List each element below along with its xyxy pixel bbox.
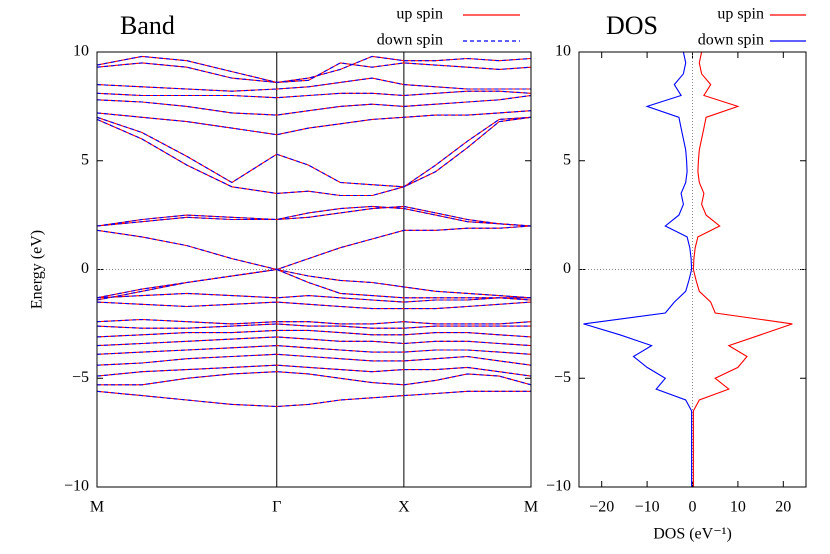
legend-label: down spin <box>377 32 443 49</box>
band-line <box>96 364 532 377</box>
chart-title: Band <box>120 11 175 40</box>
band-line <box>96 205 532 227</box>
band-line <box>96 77 531 92</box>
y-tick-label: −5 <box>72 369 89 386</box>
band-line <box>96 329 532 338</box>
band-line <box>96 110 532 136</box>
band-line <box>96 323 531 329</box>
x-tick-label: M <box>90 499 104 516</box>
band-line <box>96 268 532 301</box>
band-line <box>97 371 532 386</box>
band-line <box>96 318 532 325</box>
band-line <box>96 336 532 347</box>
x-tick-label: 10 <box>730 499 746 516</box>
y-tick-label: 5 <box>563 151 571 168</box>
x-tick-label: M <box>524 499 538 516</box>
x-tick-label: 20 <box>775 499 791 516</box>
legend-label: up spin <box>717 6 764 23</box>
band-line <box>96 205 532 227</box>
dos-line <box>583 51 693 487</box>
band-line <box>96 292 531 303</box>
y-tick-label: 5 <box>81 151 89 168</box>
band-line <box>96 94 532 116</box>
legend-label: up spin <box>396 6 443 23</box>
band-line <box>96 345 532 355</box>
dos-line <box>692 51 793 487</box>
x-axis-label: DOS (eV⁻¹) <box>653 526 732 543</box>
x-tick-label: −10 <box>635 499 660 516</box>
band-line <box>96 116 532 197</box>
chart-title: DOS <box>606 11 658 40</box>
band-line <box>96 268 532 301</box>
band-line <box>96 268 532 299</box>
band-line <box>96 116 532 197</box>
plot-frame <box>96 51 532 488</box>
band-line <box>96 225 532 271</box>
y-tick-label: −10 <box>64 478 89 495</box>
x-tick-label: Γ <box>272 499 281 516</box>
band-line <box>96 55 532 83</box>
band-line <box>96 225 532 271</box>
y-tick-label: 0 <box>81 260 89 277</box>
band-line <box>96 353 532 366</box>
band-line <box>96 116 532 188</box>
band-line <box>96 62 532 83</box>
band-line <box>96 110 532 136</box>
y-axis-label: Energy (eV) <box>29 230 46 309</box>
x-tick-label: 0 <box>689 499 697 516</box>
x-tick-label: X <box>398 499 410 516</box>
band-line <box>96 301 532 310</box>
band-line <box>96 353 532 366</box>
band-line <box>96 90 532 99</box>
legend-label: down spin <box>698 32 764 49</box>
band-line <box>96 301 532 310</box>
y-tick-label: 0 <box>563 260 571 277</box>
band-line <box>96 390 531 408</box>
band-line <box>96 55 532 83</box>
y-tick-label: 10 <box>73 43 89 60</box>
band-line <box>96 62 532 83</box>
y-tick-label: −10 <box>546 478 571 495</box>
band-line <box>96 94 532 116</box>
y-tick-label: −5 <box>554 369 571 386</box>
band-line <box>96 390 531 408</box>
x-tick-label: −20 <box>589 499 614 516</box>
y-tick-label: 10 <box>555 43 571 60</box>
band-line <box>96 329 532 338</box>
band-line <box>96 77 531 92</box>
band-line <box>96 318 532 325</box>
band-line <box>96 90 532 99</box>
plot-frame <box>578 51 807 488</box>
